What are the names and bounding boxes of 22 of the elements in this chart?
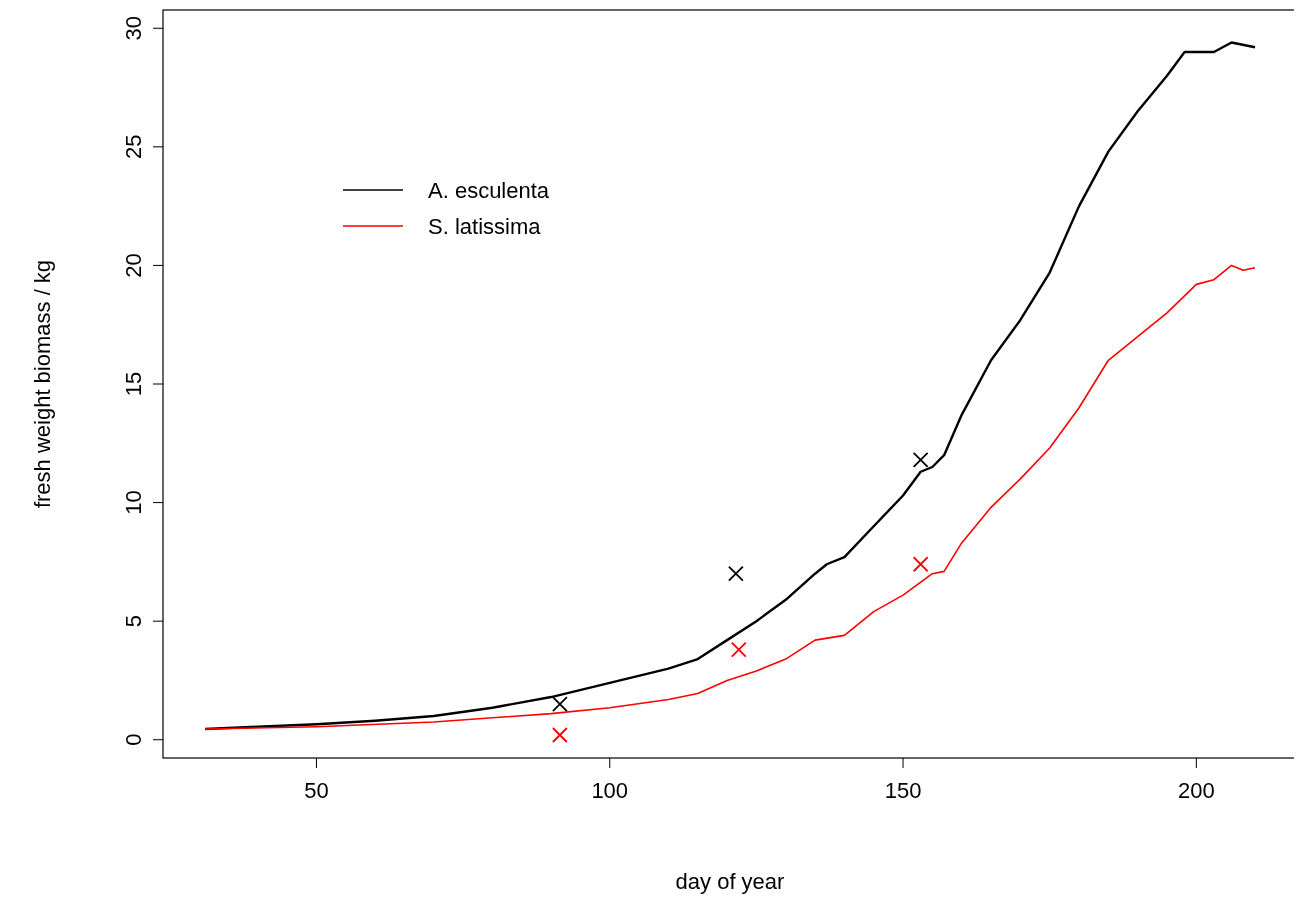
y-tick-label: 5: [121, 615, 146, 628]
x-axis-title: day of year: [675, 869, 785, 894]
point: [727, 565, 744, 582]
point: [912, 451, 929, 468]
legend-label: A. esculenta: [428, 178, 550, 203]
y-tick-label: 20: [121, 253, 146, 278]
point: [551, 727, 568, 743]
y-tick-label: 15: [121, 371, 146, 397]
point: [912, 556, 929, 573]
y-tick-label: 25: [121, 134, 146, 160]
point: [551, 696, 568, 713]
x-tick-label: 100: [591, 778, 629, 803]
point: [730, 641, 747, 658]
y-axis-title: fresh weight biomass / kg: [30, 259, 55, 509]
legend-label: S. latissima: [428, 214, 542, 239]
y-tick-label: 30: [121, 16, 146, 41]
x-tick-label: 50: [304, 778, 329, 803]
x-tick-label: 200: [1177, 778, 1215, 803]
y-tick-label: 10: [121, 490, 146, 515]
y-tick-label: 0: [121, 733, 146, 746]
line-series: [204, 264, 1256, 730]
x-tick-label: 150: [884, 778, 922, 803]
